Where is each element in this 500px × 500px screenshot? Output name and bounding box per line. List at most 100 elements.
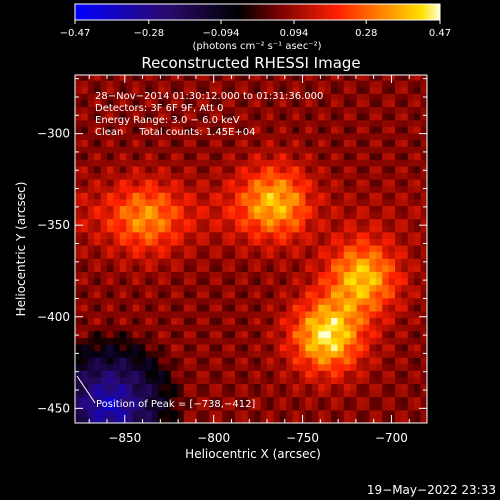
heatmap-cell [299,231,306,239]
heatmap-cell [145,251,153,259]
heatmap-cell [305,403,313,411]
heatmap-cell [158,165,166,173]
heatmap-cell [292,337,300,345]
heatmap-cell [407,165,415,173]
heatmap-cell [247,218,255,226]
heatmap-cell [318,146,326,154]
heatmap-cell [369,284,377,292]
heatmap-cell [401,264,409,272]
heatmap-cell [94,363,102,371]
heatmap-cell [267,396,274,404]
heatmap-cell [145,291,153,299]
heatmap-cell [235,264,242,272]
heatmap-cell [107,317,114,325]
heatmap-cell [119,159,127,167]
heatmap-cell [254,126,262,134]
heatmap-cell [87,330,95,338]
heatmap-cell [395,350,402,358]
heatmap-cell [247,403,255,411]
heatmap-cell [171,271,178,279]
heatmap-cell [407,132,415,141]
heatmap-cell [94,277,102,286]
heatmap-cell [324,370,332,378]
heatmap-cell [215,126,223,134]
heatmap-cell [107,357,114,365]
heatmap-cell [401,277,409,286]
heatmap-cell [414,284,422,292]
heatmap-cell [235,80,242,88]
heatmap-cell [260,409,268,417]
heatmap-cell [356,245,364,253]
heatmap-cell [407,231,415,239]
heatmap-cell [190,363,198,371]
heatmap-cell [407,245,415,253]
heatmap-cell [241,106,249,114]
heatmap-cell [286,271,294,279]
heatmap-cell [311,86,319,94]
heatmap-cell [279,165,287,173]
heatmap-cell [119,304,127,312]
heatmap-cell [350,271,358,279]
heatmap-cell [119,396,127,404]
heatmap-cell [196,330,204,338]
heatmap-cell [151,225,159,233]
heatmap-cell [100,192,108,200]
heatmap-cell [382,284,390,292]
heatmap-cell [343,330,351,338]
heatmap-cell [119,343,127,352]
heatmap-cell [177,363,185,371]
heatmap-cell [75,139,82,147]
heatmap-cell [324,277,332,286]
heatmap-cell [235,192,242,200]
heatmap-cell [299,370,306,378]
heatmap-cell [299,383,306,391]
heatmap-cell [286,277,294,286]
heatmap-cell [395,225,402,233]
heatmap-cell [183,99,191,108]
heatmap-cell [228,383,236,391]
heatmap-cell [260,238,268,246]
heatmap-cell [299,376,306,384]
heatmap-cell [171,264,178,272]
heatmap-cell [356,324,364,332]
heatmap-cell [151,317,159,325]
heatmap-cell [119,185,127,193]
heatmap-cell [414,277,422,286]
heatmap-cell [247,113,255,121]
heatmap-cell [382,152,390,160]
heatmap-cell [420,383,427,391]
heatmap-cell [356,264,364,272]
heatmap-cell [126,205,134,213]
heatmap-cell [119,152,127,160]
heatmap-cell [126,350,134,358]
heatmap-cell [305,86,313,94]
heatmap-cell [292,357,300,365]
heatmap-cell [273,139,281,147]
heatmap-cell [382,363,390,371]
heatmap-cell [292,251,300,259]
heatmap-cell [286,179,294,187]
heatmap-cell [356,396,364,404]
heatmap-cell [235,225,242,233]
heatmap-cell [260,231,268,239]
heatmap-cell [100,198,108,206]
heatmap-cell [94,403,102,411]
heatmap-cell [196,251,204,259]
heatmap-cell [292,343,300,352]
heatmap-cell [158,277,166,286]
heatmap-cell [305,99,313,108]
heatmap-cell [241,396,249,404]
heatmap-cell [401,350,409,358]
heatmap-cell [363,192,370,200]
heatmap-cell [215,357,223,365]
heatmap-cell [107,99,114,108]
heatmap-cell [158,317,166,325]
heatmap-cell [113,238,121,246]
heatmap-cell [375,225,383,233]
heatmap-cell [260,376,268,384]
heatmap-cell [407,198,415,206]
heatmap-cell [382,99,390,108]
heatmap-cell [337,132,345,141]
heatmap-cell [151,172,159,180]
heatmap-cell [363,146,370,154]
